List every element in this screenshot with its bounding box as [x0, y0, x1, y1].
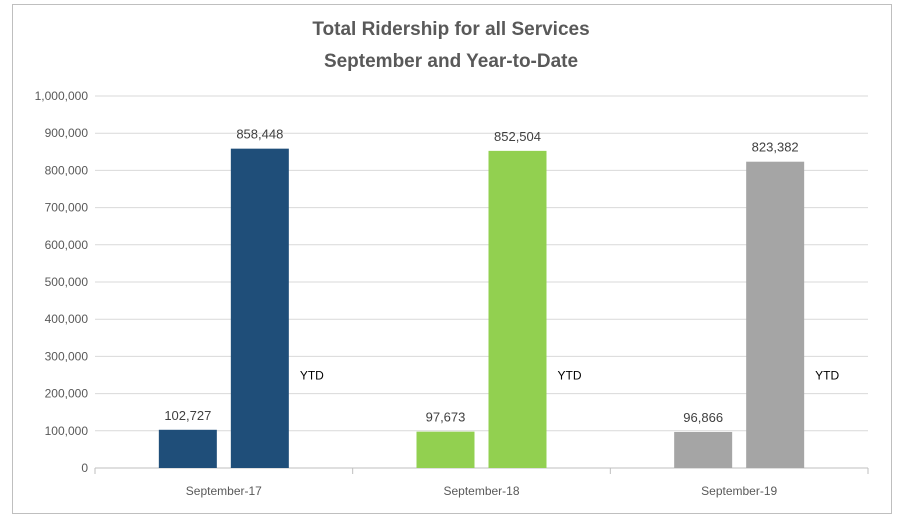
y-tick-label: 800,000: [45, 163, 89, 177]
gridlines: [95, 95, 868, 469]
chart-frame: [12, 4, 892, 514]
data-label-monthly: 96,866: [683, 410, 723, 425]
bar-ytd-September-18: [488, 150, 547, 468]
ytd-annotation: YTD: [558, 368, 582, 382]
data-label-monthly: 97,673: [426, 410, 466, 425]
x-tick-label: September-18: [443, 484, 519, 498]
bar-ytd-September-19: [746, 161, 805, 468]
bar-ytd-September-17: [230, 148, 289, 468]
y-tick-label: 300,000: [45, 349, 89, 363]
y-tick-label: 200,000: [45, 387, 89, 401]
y-tick-label: 600,000: [45, 238, 89, 252]
bar-monthly-September-19: [674, 431, 733, 468]
x-tick-label: September-17: [186, 484, 262, 498]
y-tick-label: 100,000: [45, 424, 89, 438]
data-label-monthly: 102,727: [164, 408, 211, 423]
ytd-annotation: YTD: [815, 368, 839, 382]
y-tick-label: 400,000: [45, 312, 89, 326]
y-tick-label: 1,000,000: [35, 89, 89, 103]
y-tick-label: 900,000: [45, 126, 89, 140]
data-label-ytd: 823,382: [752, 140, 799, 155]
y-tick-label: 700,000: [45, 201, 89, 215]
y-axis-ticks: 0 100,000 200,000 300,000 400,000 500,000 600,…: [35, 89, 89, 475]
data-labels: 102,727 858,448 YTD 97,673 852,504 YTD 96,866 8…: [164, 127, 839, 425]
y-tick-label: 500,000: [45, 275, 89, 289]
y-tick-label: 0: [81, 461, 88, 475]
data-label-ytd: 852,504: [494, 129, 541, 144]
bars: [158, 148, 805, 468]
data-label-ytd: 858,448: [236, 127, 283, 142]
x-axis-ticks: September-17 September-18 September-19: [94, 468, 869, 498]
chart-title: Total Ridership for all Services: [312, 19, 589, 40]
x-tick-label: September-19: [701, 484, 777, 498]
ytd-annotation: YTD: [300, 368, 324, 382]
bar-monthly-September-18: [416, 431, 475, 468]
chart-subtitle: September and Year-to-Date: [324, 51, 578, 72]
bar-monthly-September-17: [158, 429, 217, 468]
